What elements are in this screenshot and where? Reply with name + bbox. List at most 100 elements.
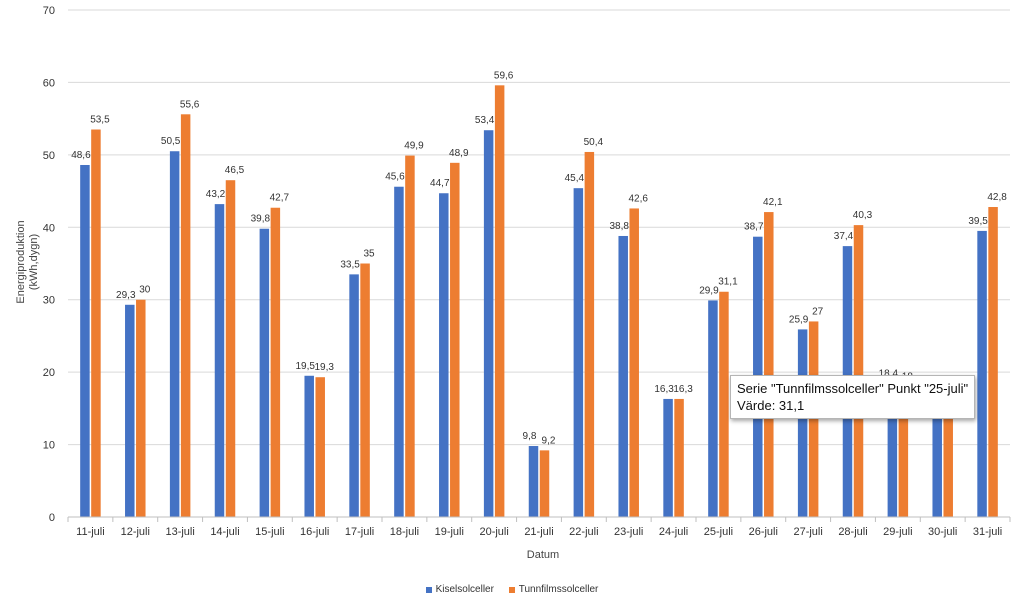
data-label: 38,8 bbox=[609, 221, 629, 232]
bar-tunnfilmssolceller[interactable] bbox=[719, 291, 729, 517]
bar-tunnfilmssolceller[interactable] bbox=[584, 151, 595, 517]
bar-tunnfilmssolceller[interactable] bbox=[898, 386, 909, 517]
bars bbox=[80, 85, 998, 518]
data-label: 53,4 bbox=[475, 115, 495, 126]
bar-tunnfilmssolceller[interactable] bbox=[629, 208, 639, 517]
bar-tunnfilmssolceller[interactable] bbox=[360, 263, 370, 518]
bar-kiselsolceller[interactable] bbox=[528, 446, 539, 517]
bar-kiselsolceller[interactable] bbox=[80, 164, 90, 518]
bar-tunnfilmssolceller[interactable] bbox=[494, 85, 505, 517]
x-tick-label: 29-juli bbox=[883, 526, 912, 538]
y-tick-label: 20 bbox=[43, 367, 55, 379]
bar-kiselsolceller[interactable] bbox=[439, 193, 449, 517]
legend-swatch-kiselsolceller bbox=[425, 586, 432, 593]
data-label: 35 bbox=[364, 249, 376, 260]
data-label: 19,5 bbox=[295, 361, 315, 372]
data-label: 25,9 bbox=[789, 314, 809, 325]
x-tick-label: 23-juli bbox=[614, 526, 643, 538]
y-tick-label: 0 bbox=[49, 512, 55, 524]
bar-kiselsolceller[interactable] bbox=[932, 401, 942, 517]
data-label: 49,9 bbox=[404, 141, 424, 152]
bar-tunnfilmssolceller[interactable] bbox=[764, 212, 774, 517]
data-label: 30 bbox=[139, 285, 151, 296]
bar-tunnfilmssolceller[interactable] bbox=[315, 377, 325, 517]
bar-kiselsolceller[interactable] bbox=[887, 383, 898, 517]
bar-tunnfilmssolceller[interactable] bbox=[136, 299, 146, 517]
data-label: 59,6 bbox=[494, 70, 514, 81]
x-tick-label: 13-juli bbox=[165, 526, 194, 538]
bar-kiselsolceller[interactable] bbox=[304, 375, 314, 517]
bar-kiselsolceller[interactable] bbox=[349, 274, 359, 517]
data-label: 27 bbox=[812, 306, 824, 317]
y-tick-label: 50 bbox=[43, 150, 55, 162]
data-point-tooltip: Serie "Tunnfilmssolceller" Punkt "25-jul… bbox=[730, 375, 976, 419]
y-tick-label: 40 bbox=[43, 222, 55, 234]
data-label: 39,5 bbox=[968, 216, 988, 227]
bar-tunnfilmssolceller[interactable] bbox=[225, 180, 236, 517]
bar-tunnfilmssolceller[interactable] bbox=[405, 155, 415, 517]
bar-kiselsolceller[interactable] bbox=[259, 228, 270, 517]
bar-kiselsolceller[interactable] bbox=[214, 204, 225, 517]
data-label: 46,5 bbox=[225, 165, 245, 176]
x-tick-label: 14-juli bbox=[210, 526, 239, 538]
x-axis-ticks: 11-juli 12-juli 13-juli 14-juli 15-juli 16-ju… bbox=[67, 517, 1011, 538]
bar-kiselsolceller[interactable] bbox=[483, 130, 494, 517]
y-axis-title-line-2: (kWh,dygn) bbox=[28, 234, 40, 290]
data-label: 16,3 bbox=[673, 384, 693, 395]
y-tick-label: 10 bbox=[43, 440, 55, 452]
bar-tunnfilmssolceller[interactable] bbox=[853, 225, 864, 517]
bar-kiselsolceller[interactable] bbox=[394, 186, 404, 517]
data-label: 29,9 bbox=[699, 285, 719, 296]
data-label: 38,7 bbox=[744, 222, 764, 233]
x-tick-label: 21-juli bbox=[524, 526, 553, 538]
data-label: 19,3 bbox=[314, 362, 334, 373]
bar-tunnfilmssolceller[interactable] bbox=[180, 114, 191, 517]
bar-tunnfilmssolceller[interactable] bbox=[943, 401, 953, 517]
data-label: 33,5 bbox=[340, 259, 360, 270]
tooltip-value: Värde: 31,1 bbox=[737, 398, 805, 413]
bar-kiselsolceller[interactable] bbox=[797, 329, 808, 517]
legend-label-tunnfilmssolceller: Tunnfilmssolceller bbox=[518, 584, 599, 595]
data-label: 43,2 bbox=[206, 189, 226, 200]
data-label: 18,4 bbox=[879, 369, 899, 380]
bar-kiselsolceller[interactable] bbox=[618, 235, 628, 517]
legend: Kiselsolceller Tunnfilmssolceller bbox=[0, 584, 1024, 596]
bar-tunnfilmssolceller[interactable] bbox=[539, 450, 550, 517]
x-tick-label: 12-juli bbox=[121, 526, 150, 538]
data-label: 48,6 bbox=[71, 150, 91, 161]
data-label: 9,8 bbox=[523, 431, 537, 442]
data-label: 37,4 bbox=[834, 231, 854, 242]
data-label: 45,4 bbox=[565, 173, 585, 184]
x-tick-label: 17-juli bbox=[345, 526, 374, 538]
gridlines bbox=[68, 9, 1010, 446]
x-tick-label: 15-juli bbox=[255, 526, 284, 538]
x-tick-label: 31-juli bbox=[973, 526, 1002, 538]
data-label: 53,5 bbox=[90, 115, 110, 126]
data-labels: 48,6 53,5 29,3 30 50,5 55,6 43,2 46,5 39,8 42,7 19… bbox=[71, 70, 1007, 446]
bar-tunnfilmssolceller[interactable] bbox=[450, 162, 460, 517]
data-label: 31,1 bbox=[718, 277, 738, 288]
bar-kiselsolceller[interactable] bbox=[125, 304, 135, 517]
data-label: 39,8 bbox=[251, 214, 271, 225]
y-axis-ticks: 0 10 20 30 40 50 60 70 bbox=[43, 5, 55, 524]
bar-kiselsolceller[interactable] bbox=[169, 151, 180, 517]
y-axis-title-line-1: Energiproduktion bbox=[15, 220, 27, 303]
legend-item-tunnfilmssolceller[interactable]: Tunnfilmssolceller bbox=[508, 584, 599, 595]
x-tick-label: 26-juli bbox=[749, 526, 778, 538]
bar-kiselsolceller[interactable] bbox=[977, 230, 987, 517]
bar-tunnfilmssolceller[interactable] bbox=[988, 207, 998, 517]
bar-kiselsolceller[interactable] bbox=[708, 300, 718, 517]
x-tick-label: 18-juli bbox=[390, 526, 419, 538]
legend-item-kiselsolceller[interactable]: Kiselsolceller bbox=[425, 584, 494, 595]
data-label: 29,3 bbox=[116, 290, 136, 301]
bar-tunnfilmssolceller[interactable] bbox=[674, 398, 684, 517]
x-axis-title: Datum bbox=[527, 549, 559, 561]
bar-tunnfilmssolceller[interactable] bbox=[91, 129, 101, 517]
bar-tunnfilmssolceller[interactable] bbox=[808, 321, 819, 517]
data-label: 48,9 bbox=[449, 148, 469, 159]
bar-kiselsolceller[interactable] bbox=[663, 398, 673, 517]
bar-kiselsolceller[interactable] bbox=[573, 188, 584, 517]
x-tick-label: 28-juli bbox=[838, 526, 867, 538]
bar-tunnfilmssolceller[interactable] bbox=[270, 207, 281, 518]
data-label: 16,3 bbox=[654, 384, 674, 395]
